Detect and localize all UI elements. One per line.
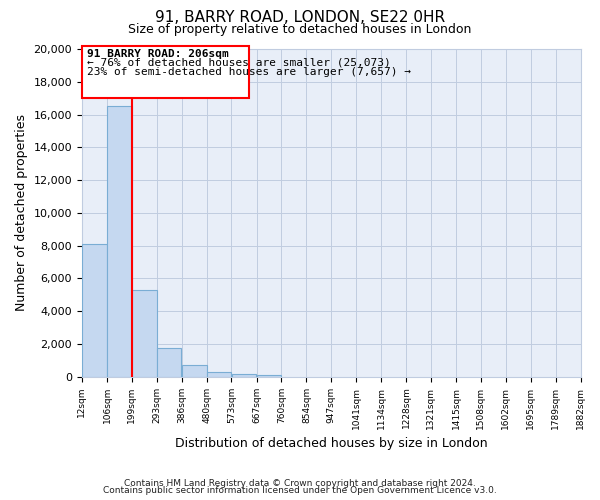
Bar xyxy=(232,374,256,377)
Text: ← 76% of detached houses are smaller (25,073): ← 76% of detached houses are smaller (25… xyxy=(87,57,391,67)
Y-axis label: Number of detached properties: Number of detached properties xyxy=(15,114,28,312)
Bar xyxy=(132,290,157,377)
X-axis label: Distribution of detached houses by size in London: Distribution of detached houses by size … xyxy=(175,437,488,450)
Text: Contains HM Land Registry data © Crown copyright and database right 2024.: Contains HM Land Registry data © Crown c… xyxy=(124,478,476,488)
Text: Size of property relative to detached houses in London: Size of property relative to detached ho… xyxy=(128,22,472,36)
Bar xyxy=(257,374,281,377)
Text: 23% of semi-detached houses are larger (7,657) →: 23% of semi-detached houses are larger (… xyxy=(87,67,411,77)
Bar xyxy=(107,106,131,377)
Text: 91 BARRY ROAD: 206sqm: 91 BARRY ROAD: 206sqm xyxy=(87,49,229,59)
FancyBboxPatch shape xyxy=(82,46,250,98)
Text: 91, BARRY ROAD, LONDON, SE22 0HR: 91, BARRY ROAD, LONDON, SE22 0HR xyxy=(155,10,445,25)
Bar xyxy=(82,244,107,377)
Bar xyxy=(207,372,232,377)
Bar xyxy=(182,366,206,377)
Bar xyxy=(157,348,181,377)
Text: Contains public sector information licensed under the Open Government Licence v3: Contains public sector information licen… xyxy=(103,486,497,495)
